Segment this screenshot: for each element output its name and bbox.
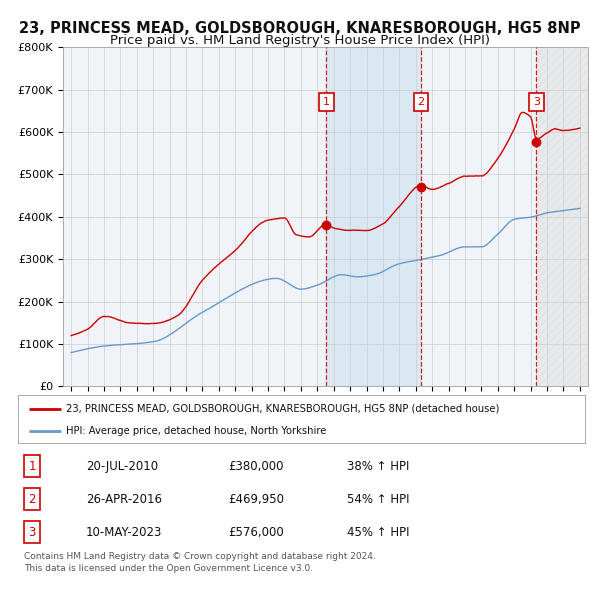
Text: £469,950: £469,950 — [228, 493, 284, 506]
Text: £576,000: £576,000 — [228, 526, 284, 539]
Text: 26-APR-2016: 26-APR-2016 — [86, 493, 162, 506]
Text: 45% ↑ HPI: 45% ↑ HPI — [347, 526, 409, 539]
Text: 10-MAY-2023: 10-MAY-2023 — [86, 526, 163, 539]
Text: 23, PRINCESS MEAD, GOLDSBOROUGH, KNARESBOROUGH, HG5 8NP (detached house): 23, PRINCESS MEAD, GOLDSBOROUGH, KNARESB… — [66, 404, 500, 414]
Text: Contains HM Land Registry data © Crown copyright and database right 2024.
This d: Contains HM Land Registry data © Crown c… — [24, 552, 376, 573]
Text: 1: 1 — [28, 460, 36, 473]
Text: 3: 3 — [533, 97, 540, 107]
Text: 20-JUL-2010: 20-JUL-2010 — [86, 460, 158, 473]
Text: HPI: Average price, detached house, North Yorkshire: HPI: Average price, detached house, Nort… — [66, 426, 326, 435]
Bar — [326, 47, 421, 386]
Text: 23, PRINCESS MEAD, GOLDSBOROUGH, KNARESBOROUGH, HG5 8NP: 23, PRINCESS MEAD, GOLDSBOROUGH, KNARESB… — [19, 21, 581, 36]
Text: £380,000: £380,000 — [228, 460, 283, 473]
Text: 38% ↑ HPI: 38% ↑ HPI — [347, 460, 409, 473]
Text: 2: 2 — [418, 97, 425, 107]
Text: 1: 1 — [323, 97, 330, 107]
Text: 3: 3 — [28, 526, 36, 539]
Bar — [536, 47, 588, 386]
Text: 2: 2 — [28, 493, 36, 506]
Text: 54% ↑ HPI: 54% ↑ HPI — [347, 493, 409, 506]
Text: Price paid vs. HM Land Registry's House Price Index (HPI): Price paid vs. HM Land Registry's House … — [110, 34, 490, 47]
